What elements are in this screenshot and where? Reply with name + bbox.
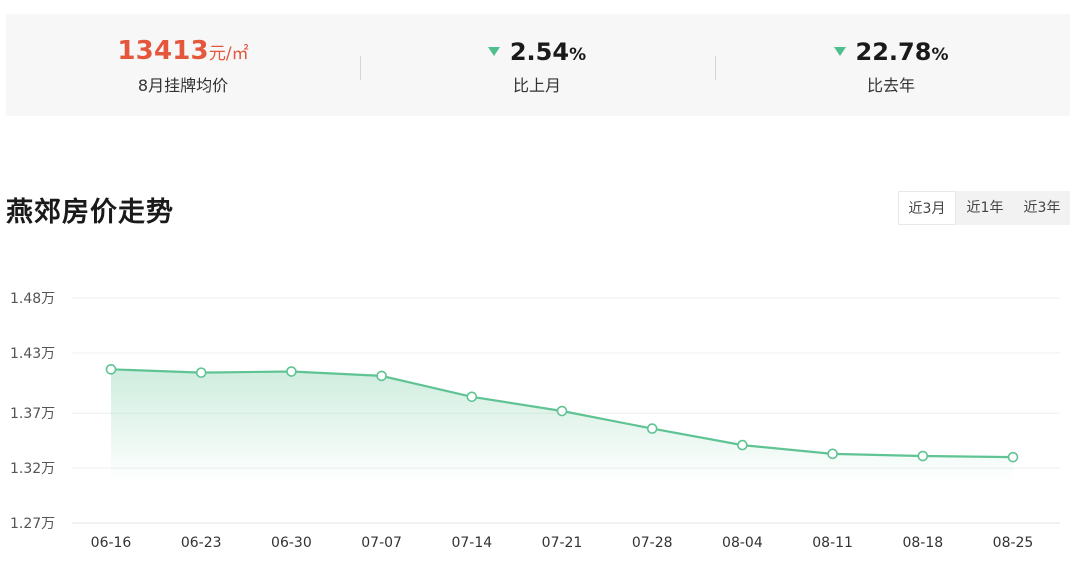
range-3-years-button[interactable]: 近3年	[1023, 200, 1061, 216]
listing-price-value: 13413	[117, 36, 209, 66]
data-point[interactable]	[737, 439, 748, 451]
data-point[interactable]	[105, 364, 117, 375]
month-change-stat: 2.54% 比上月	[360, 14, 714, 116]
data-point[interactable]	[195, 367, 207, 378]
month-change-label: 比上月	[512, 76, 561, 95]
y-tick-label: 1.27万	[10, 516, 55, 532]
data-point[interactable]	[646, 423, 658, 434]
data-point[interactable]	[827, 448, 838, 460]
year-change-label: 比去年	[866, 76, 915, 95]
price-area-fill	[111, 369, 1013, 483]
year-change-stat: 22.78% 比去年	[714, 14, 1068, 116]
x-tick-label: 07-07	[361, 535, 402, 551]
chart-title: 燕郊房价走势	[6, 197, 174, 228]
x-tick-label: 07-21	[542, 535, 583, 551]
x-axis: 06-16 06-23 06-30 07-07 07-14 07-21 07-28 08-04…	[91, 535, 1034, 551]
data-point[interactable]	[376, 370, 387, 382]
time-range-selector: 近3月 近1年 近3年	[898, 191, 1070, 225]
x-tick-label: 06-16	[91, 535, 132, 551]
month-change-percent: %	[569, 45, 587, 65]
y-tick-label: 1.37万	[10, 406, 55, 422]
x-tick-label: 08-11	[812, 535, 853, 551]
range-3-months-button[interactable]: 近3月	[898, 191, 956, 225]
down-arrow-icon	[833, 47, 846, 56]
x-tick-label: 08-04	[722, 535, 763, 551]
data-point[interactable]	[466, 391, 478, 403]
data-point[interactable]	[1007, 451, 1019, 463]
year-change-percent: %	[931, 45, 949, 65]
x-tick-label: 07-14	[451, 535, 492, 551]
data-point[interactable]	[917, 450, 929, 462]
y-tick-label: 1.43万	[10, 346, 55, 362]
month-change: 2.54%	[360, 38, 714, 68]
x-tick-label: 08-18	[902, 535, 943, 551]
y-tick-label: 1.32万	[10, 461, 55, 477]
x-tick-label: 08-25	[993, 535, 1034, 551]
month-change-value: 2.54	[509, 38, 570, 66]
data-point[interactable]	[286, 366, 297, 377]
data-point[interactable]	[556, 405, 568, 417]
x-tick-label: 06-23	[181, 535, 222, 551]
y-tick-label: 1.48万	[10, 291, 55, 307]
x-tick-label: 07-28	[632, 535, 673, 551]
listing-price-label: 8月挂牌均价	[137, 76, 229, 95]
stat-divider	[715, 56, 716, 80]
stat-divider	[360, 56, 361, 80]
x-tick-label: 06-30	[271, 535, 312, 551]
range-1-year-button[interactable]: 近1年	[966, 200, 1004, 216]
down-arrow-icon	[487, 47, 500, 56]
price-trend-chart: 1.48万 1.43万 1.37万 1.32万 1.27万 06-16 06-23 06-3…	[10, 291, 1060, 551]
y-axis: 1.48万 1.43万 1.37万 1.32万 1.27万	[10, 291, 55, 532]
listing-price-stat: 13413元/㎡ 8月挂牌均价	[6, 14, 360, 116]
listing-price: 13413元/㎡	[6, 36, 360, 66]
year-change: 22.78%	[714, 38, 1068, 68]
price-stats-bar: 13413元/㎡ 8月挂牌均价 2.54% 比上月 22.78% 比去年	[6, 14, 1070, 116]
year-change-value: 22.78	[855, 38, 932, 66]
data-points	[105, 364, 1019, 463]
listing-price-unit: 元/㎡	[208, 44, 249, 64]
